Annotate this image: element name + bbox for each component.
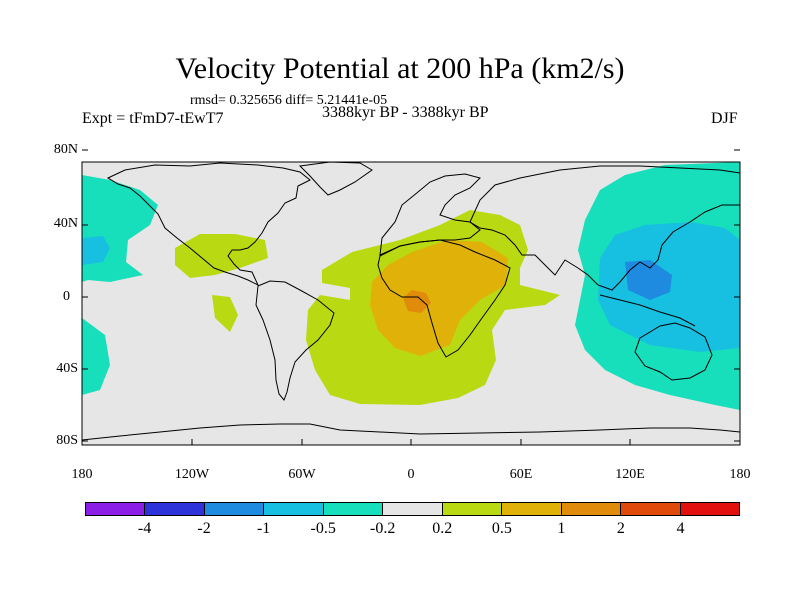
colorbar-label: -0.2 (370, 520, 396, 537)
lon-label-60w: 60W (288, 467, 316, 482)
colorbar-swatch (442, 503, 503, 515)
coast-north-america (106, 162, 311, 287)
lat-label-80n: 80N (53, 142, 78, 157)
lon-label-180e: 180 (729, 467, 751, 482)
coast-africa (377, 239, 511, 358)
lon-label-120w: 120W (174, 467, 210, 482)
lat-label-80s: 80S (56, 433, 78, 448)
lon-label-60e: 60E (509, 467, 533, 482)
coast-australia (634, 322, 713, 381)
colorbar-swatch (264, 503, 324, 515)
coast-antarctica (82, 423, 740, 441)
colorbar-swatch (621, 503, 681, 515)
green-region-pacific (212, 295, 238, 332)
lon-label-180w: 180 (71, 467, 93, 482)
contour-fills (82, 162, 740, 410)
coast-europe (379, 173, 481, 256)
coast-maritime (599, 294, 696, 327)
teal-region-southwest (82, 318, 110, 395)
season-label: DJF (711, 110, 738, 127)
colorbar-label: -4 (137, 520, 152, 537)
colorbar-swatch (383, 503, 443, 515)
colorbar-label: -0.5 (310, 520, 336, 537)
coast-south-america (255, 280, 335, 401)
colorbar-label: 4 (676, 520, 685, 537)
map-title: Velocity Potential at 200 hPa (km2/s) (175, 52, 625, 85)
lat-label-40s: 40S (56, 361, 78, 376)
period-label: 3388kyr BP - 3388kyr BP (322, 104, 489, 121)
colorbar-swatch (204, 503, 265, 515)
colorbar-label: 0.5 (491, 520, 512, 537)
colorbar-swatch (502, 503, 562, 515)
lat-label-0: 0 (63, 289, 70, 304)
colorbar-swatch (323, 503, 384, 515)
experiment-label: Expt = tFmD7-tEwT7 (82, 110, 224, 127)
green-region-caribbean (175, 234, 268, 278)
colorbar-label: -1 (256, 520, 271, 537)
tick-marks (82, 149, 740, 445)
colorbar-label: 0.2 (432, 520, 453, 537)
colorbar-swatch (680, 503, 739, 515)
blue-region-east (625, 260, 672, 300)
lat-label-40n: 40N (53, 216, 78, 231)
cyan-region-west (82, 236, 110, 265)
orange-region-africa (370, 240, 508, 356)
colorbar-label: 1 (557, 520, 566, 537)
lon-label-0: 0 (407, 467, 415, 482)
colorbar-swatch (86, 503, 146, 515)
stats-text: rmsd= 0.325656 diff= 5.21441e-05 (190, 93, 388, 108)
dark-orange-center (403, 290, 431, 313)
colorbar (85, 502, 740, 516)
colorbar-swatch (145, 503, 205, 515)
coast-asia (469, 165, 740, 291)
colorbar-swatch (561, 503, 622, 515)
lon-label-120e: 120E (615, 467, 645, 482)
colorbar-label: 2 (616, 520, 625, 537)
colorbar-label: -2 (197, 520, 211, 537)
